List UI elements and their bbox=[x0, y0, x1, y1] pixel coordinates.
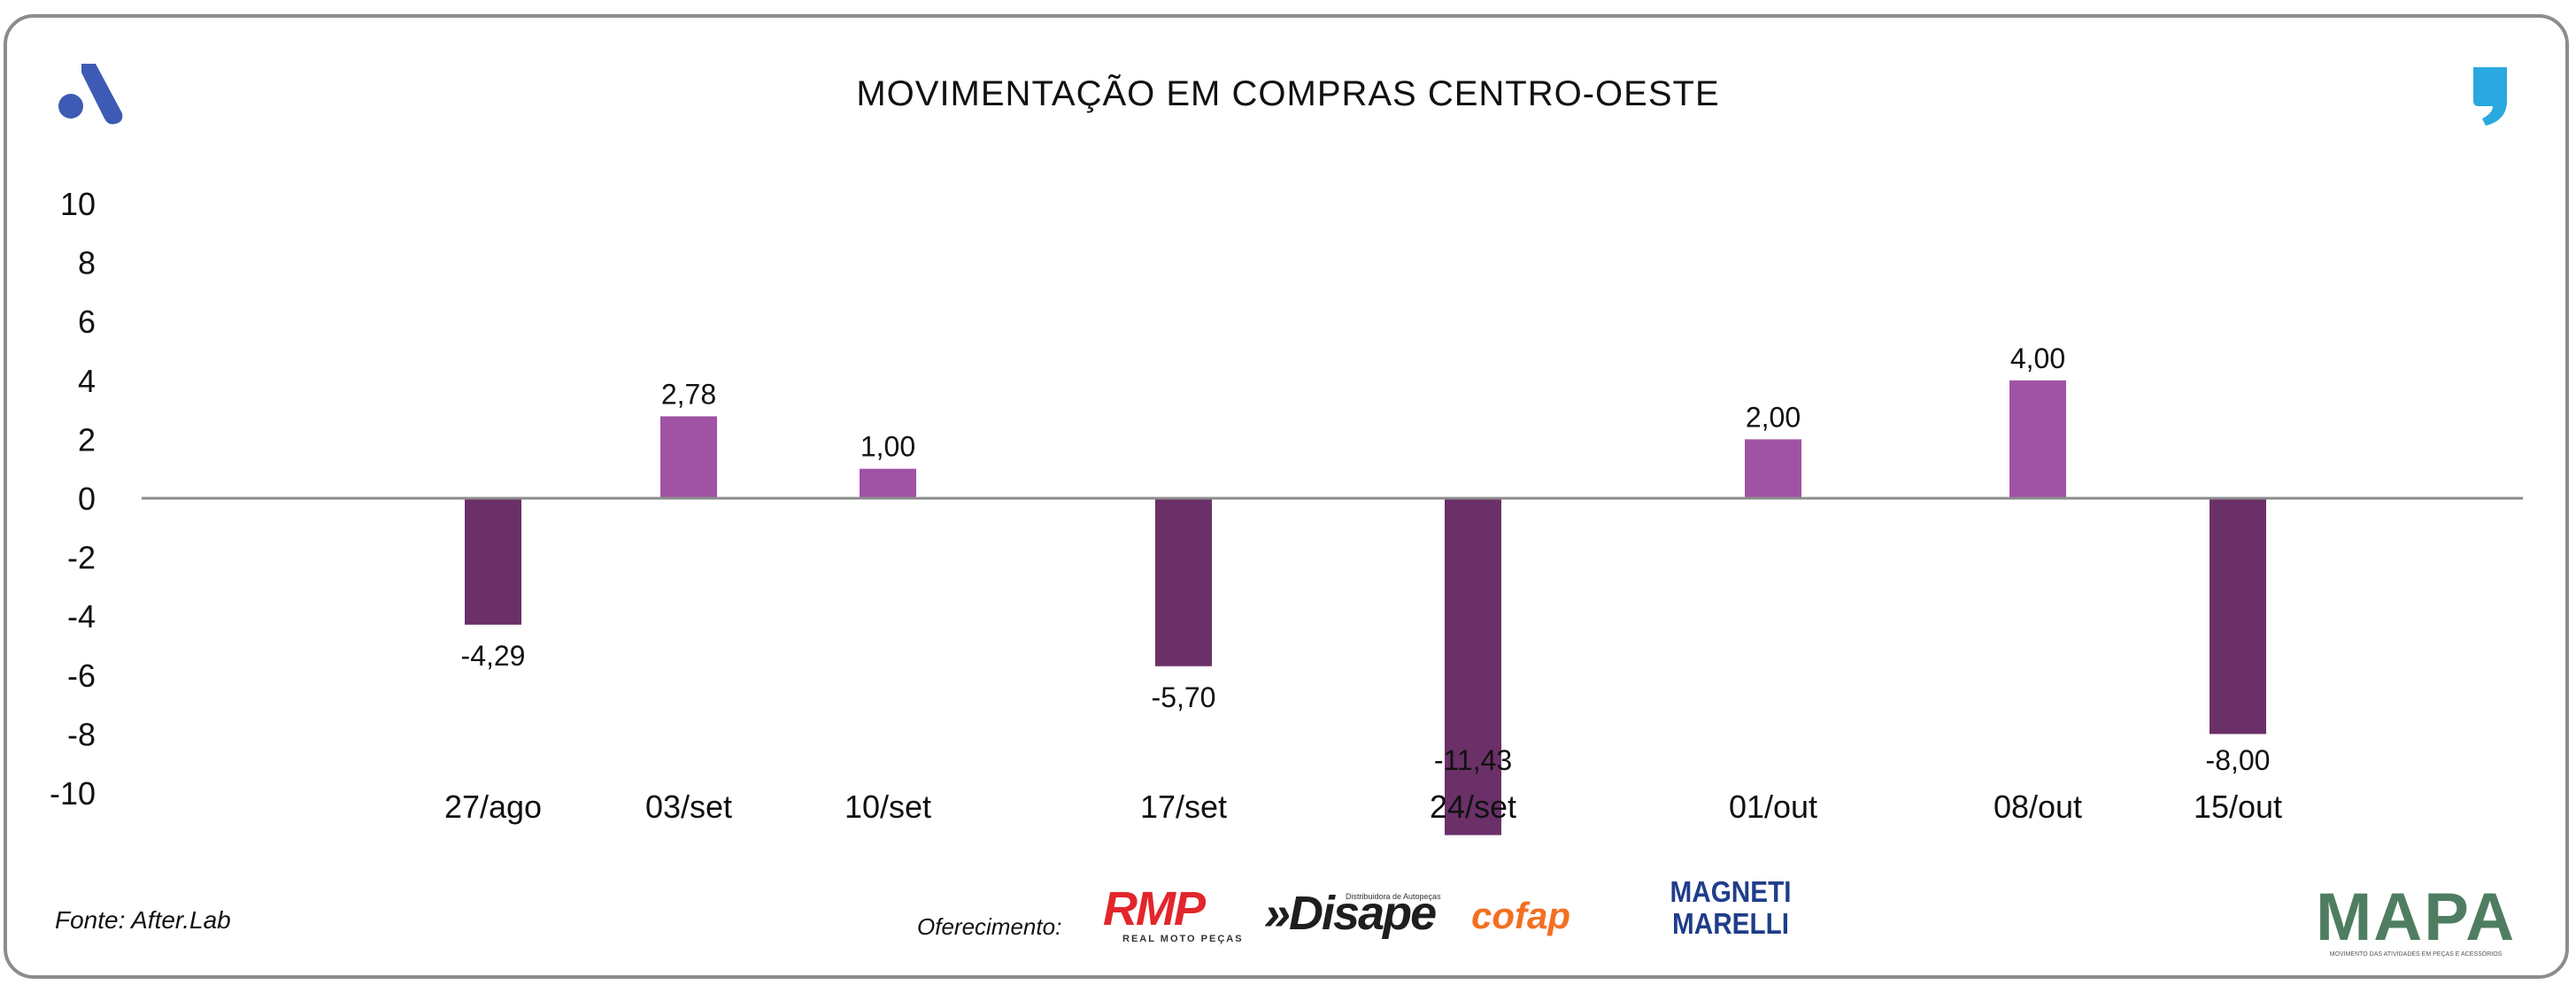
bar bbox=[465, 498, 521, 625]
magneti-marelli-logo: MAGNETI MARELLI bbox=[1661, 876, 1801, 947]
data-label: 2,78 bbox=[661, 378, 716, 410]
y-tick-label: 10 bbox=[60, 186, 96, 222]
bar bbox=[1745, 439, 1801, 498]
data-label: -5,70 bbox=[1152, 681, 1216, 713]
rmp-logo: RMP REAL MOTO PEÇAS bbox=[1103, 885, 1245, 947]
data-label: 4,00 bbox=[2010, 342, 2065, 374]
data-label: 1,00 bbox=[860, 431, 915, 463]
mapa-logo-name: MAPA bbox=[2316, 880, 2517, 955]
y-tick-label: -10 bbox=[50, 775, 96, 812]
quote-icon bbox=[2473, 67, 2507, 126]
x-tick-label: 17/set bbox=[1140, 789, 1227, 825]
disape-logo-tagline: Distribuidora de Autopeças bbox=[1346, 892, 1441, 901]
y-tick-label: -6 bbox=[67, 658, 96, 694]
x-tick-label: 15/out bbox=[2194, 789, 2282, 825]
x-tick-label: 10/set bbox=[845, 789, 931, 825]
x-tick-label: 24/set bbox=[1430, 789, 1516, 825]
data-label: -11,43 bbox=[1434, 744, 1512, 776]
data-label: -4,29 bbox=[461, 640, 526, 672]
mapa-logo: MAPA MOVIMENTO DAS ATIVIDADES EM PEÇAS E… bbox=[2316, 880, 2517, 959]
x-tick-label: 01/out bbox=[1729, 789, 1817, 825]
y-tick-label: -8 bbox=[67, 716, 96, 752]
mapa-logo-tagline: MOVIMENTO DAS ATIVIDADES EM PEÇAS E ACES… bbox=[2329, 951, 2503, 958]
magneti-logo-line1: MAGNETI bbox=[1670, 875, 1792, 908]
data-label: -8,00 bbox=[2206, 744, 2271, 776]
bar bbox=[2210, 498, 2266, 735]
brand-a-logo-icon bbox=[58, 64, 123, 125]
y-tick-label: -4 bbox=[67, 598, 96, 635]
y-tick-label: -2 bbox=[67, 540, 96, 576]
y-tick-label: 8 bbox=[78, 245, 96, 281]
chart-frame bbox=[4, 14, 2569, 979]
y-tick-label: 0 bbox=[78, 481, 96, 517]
disape-logo: »Disape Distribuidora de Autopeças bbox=[1264, 885, 1441, 943]
x-tick-label: 03/set bbox=[645, 789, 732, 825]
y-tick-label: 4 bbox=[78, 363, 96, 399]
y-tick-label: 2 bbox=[78, 421, 96, 458]
disape-logo-name: »Disape bbox=[1264, 887, 1437, 940]
bar bbox=[860, 468, 916, 498]
y-tick-label: 6 bbox=[78, 304, 96, 340]
chart-title: MOVIMENTAÇÃO EM COMPRAS CENTRO-OESTE bbox=[856, 74, 1720, 113]
bar bbox=[1155, 498, 1212, 666]
rmp-logo-name: RMP bbox=[1103, 882, 1206, 935]
cofap-logo-name: cofap bbox=[1471, 895, 1571, 936]
source-note: Fonte: After.Lab bbox=[55, 906, 231, 934]
cofap-logo: cofap bbox=[1471, 892, 1648, 942]
bar bbox=[660, 416, 717, 498]
x-tick-label: 08/out bbox=[1994, 789, 2082, 825]
sponsor-label: Oferecimento: bbox=[917, 913, 1062, 940]
bar bbox=[1445, 498, 1501, 835]
data-label: 2,00 bbox=[1746, 401, 1801, 433]
bar bbox=[2009, 380, 2066, 498]
x-tick-label: 27/ago bbox=[444, 789, 542, 825]
magneti-logo-line2: MARELLI bbox=[1672, 907, 1789, 940]
rmp-logo-tagline: REAL MOTO PEÇAS bbox=[1122, 934, 1244, 944]
